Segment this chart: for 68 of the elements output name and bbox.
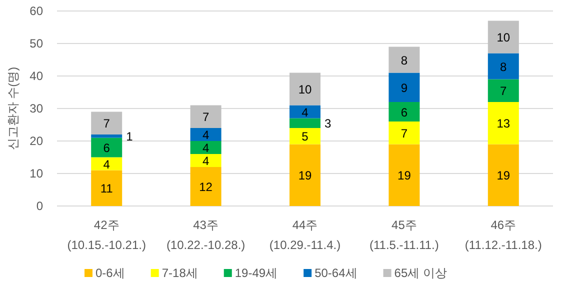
data-label: 12 xyxy=(199,180,213,194)
y-tick-label: 20 xyxy=(30,134,44,148)
bar xyxy=(488,20,519,54)
bar xyxy=(190,105,222,128)
data-label: 9 xyxy=(400,80,408,95)
bar xyxy=(290,128,320,144)
data-label: 7 xyxy=(400,126,408,140)
y-tick-label: 40 xyxy=(30,69,44,83)
bar xyxy=(91,112,122,134)
data-label: 13 xyxy=(496,116,510,131)
bar xyxy=(388,102,420,122)
data-label: 10 xyxy=(298,82,312,96)
legend-label: 19-49세 xyxy=(234,266,278,280)
legend-label: 50-64세 xyxy=(314,266,358,280)
x-tick-label: 42주 (10.15.-10.21.) xyxy=(67,218,146,252)
data-label: 7 xyxy=(103,116,110,131)
y-tick-label: 60 xyxy=(30,4,44,18)
data-label: 6 xyxy=(103,141,110,155)
data-label: 4 xyxy=(202,141,210,155)
data-label: 7 xyxy=(202,110,210,124)
y-tick-label: 30 xyxy=(30,102,44,116)
bar xyxy=(190,167,222,206)
data-label: 5 xyxy=(302,130,309,144)
data-label: 4 xyxy=(202,128,210,142)
data-label: 6 xyxy=(400,105,408,120)
legend-label: 65세 이상 xyxy=(394,266,447,280)
data-label: 4 xyxy=(302,105,309,120)
data-label: 8 xyxy=(500,60,508,74)
bar xyxy=(388,72,420,102)
bar xyxy=(91,170,122,206)
legend-label: 7-18세 xyxy=(162,266,198,280)
data-label: 4 xyxy=(202,154,210,168)
bar xyxy=(290,118,320,128)
bar xyxy=(190,128,222,141)
y-tick-label: 10 xyxy=(30,166,44,180)
data-label: 19 xyxy=(496,168,510,183)
data-label: 3 xyxy=(324,116,332,131)
data-label: 19 xyxy=(398,168,412,183)
bar xyxy=(290,105,320,118)
data-label: 1 xyxy=(126,130,134,144)
legend-label: 0-6세 xyxy=(96,266,125,280)
bar xyxy=(488,144,519,206)
bar xyxy=(388,122,420,144)
bar xyxy=(488,79,519,102)
y-tick-label: 50 xyxy=(30,36,44,50)
bar xyxy=(488,102,519,144)
x-tick-label: 46주 (11.12.-11.18.) xyxy=(464,218,542,252)
data-label: 19 xyxy=(298,168,312,183)
bar xyxy=(388,144,420,206)
x-tick-label: 44주 (10.29.-11.4.) xyxy=(269,218,341,252)
bar xyxy=(91,157,122,170)
data-label: 11 xyxy=(100,182,114,196)
data-label: 7 xyxy=(500,84,508,98)
data-label: 10 xyxy=(496,30,510,44)
x-tick-label: 45주 (11.5.-11.11.) xyxy=(370,218,439,252)
data-label: 4 xyxy=(103,157,110,172)
y-tick-label: 0 xyxy=(36,199,44,213)
bar xyxy=(91,134,122,138)
data-label: 8 xyxy=(400,53,408,68)
bar xyxy=(190,154,222,167)
bar xyxy=(290,72,320,106)
x-tick-label: 43주 (10.22.-10.28.) xyxy=(166,218,246,252)
bar xyxy=(190,141,222,154)
bar xyxy=(488,53,519,80)
y-axis-title: 신고환자 수(명) xyxy=(6,66,20,150)
bar xyxy=(388,46,420,73)
bar xyxy=(290,144,320,206)
bar xyxy=(91,138,122,158)
